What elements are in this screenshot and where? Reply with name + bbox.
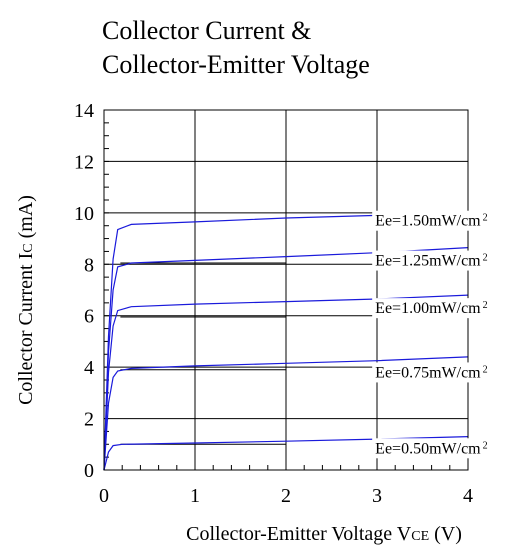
chart-title: Collector Current & Collector-Emitter Vo… bbox=[102, 14, 370, 82]
series-line bbox=[103, 356, 469, 471]
series-label-bg bbox=[372, 210, 510, 231]
series-line bbox=[103, 247, 469, 471]
y-tick-label: 6 bbox=[84, 306, 94, 328]
series-label: Ee=0.50mW/cm 2 bbox=[375, 440, 487, 457]
series-label-bg bbox=[372, 362, 510, 383]
grid-lines bbox=[103, 109, 469, 471]
x-tick-labels: 0 1 2 3 4 bbox=[99, 485, 473, 507]
y-axis-label: Collector Current IC (mA) bbox=[15, 195, 37, 405]
y-axis-label-sub: C bbox=[21, 243, 36, 252]
chart-title-line-1: Collector Current & bbox=[102, 16, 312, 45]
series-line bbox=[103, 211, 469, 471]
x-axis-label-sub: CE bbox=[411, 529, 429, 544]
chart-title-line-2: Collector-Emitter Voltage bbox=[102, 50, 370, 79]
x-axis-label-unit: (V) bbox=[429, 523, 462, 545]
y-tick-label: 14 bbox=[74, 100, 94, 122]
series-line bbox=[103, 436, 469, 471]
y-tick-label: 4 bbox=[84, 357, 94, 379]
y-tick-label: 2 bbox=[84, 409, 94, 431]
series-label-bg bbox=[372, 438, 510, 459]
x-tick-label: 4 bbox=[463, 485, 473, 507]
y-tick-label: 8 bbox=[84, 254, 94, 276]
series-lines bbox=[103, 211, 469, 471]
series-labels: Ee=0.50mW/cm 2 Ee=0.75mW/cm 2 Ee=1.00mW/cm 2 E… bbox=[372, 210, 510, 459]
y-tick-labels: 0 2 4 6 8 10 12 14 bbox=[74, 100, 94, 482]
series-label: Ee=0.75mW/cm 2 bbox=[375, 364, 487, 381]
series-label-bg bbox=[372, 250, 510, 271]
y-tick-label: 10 bbox=[74, 203, 94, 225]
series-label: Ee=1.25mW/cm 2 bbox=[375, 253, 487, 270]
reference-lines bbox=[120, 262, 286, 445]
series-line bbox=[103, 294, 469, 471]
y-tick-label: 0 bbox=[84, 460, 94, 482]
x-tick-label: 3 bbox=[372, 485, 382, 507]
x-tick-label: 2 bbox=[281, 485, 291, 507]
y-axis-label-main: Collector Current I bbox=[15, 253, 37, 405]
series-label-bg bbox=[372, 298, 510, 319]
x-tick-label: 1 bbox=[190, 485, 200, 507]
x-axis-label-main: Collector-Emitter Voltage V bbox=[186, 523, 412, 545]
x-tick-label: 0 bbox=[99, 485, 109, 507]
y-tick-label: 12 bbox=[74, 151, 94, 173]
x-axis-label: Collector-Emitter Voltage VCE (V) bbox=[186, 523, 462, 545]
y-axis-label-unit: (mA) bbox=[15, 195, 37, 243]
plot-frame bbox=[103, 109, 469, 471]
series-label: Ee=1.00mW/cm 2 bbox=[375, 300, 487, 317]
series-label: Ee=1.50mW/cm 2 bbox=[375, 213, 487, 230]
